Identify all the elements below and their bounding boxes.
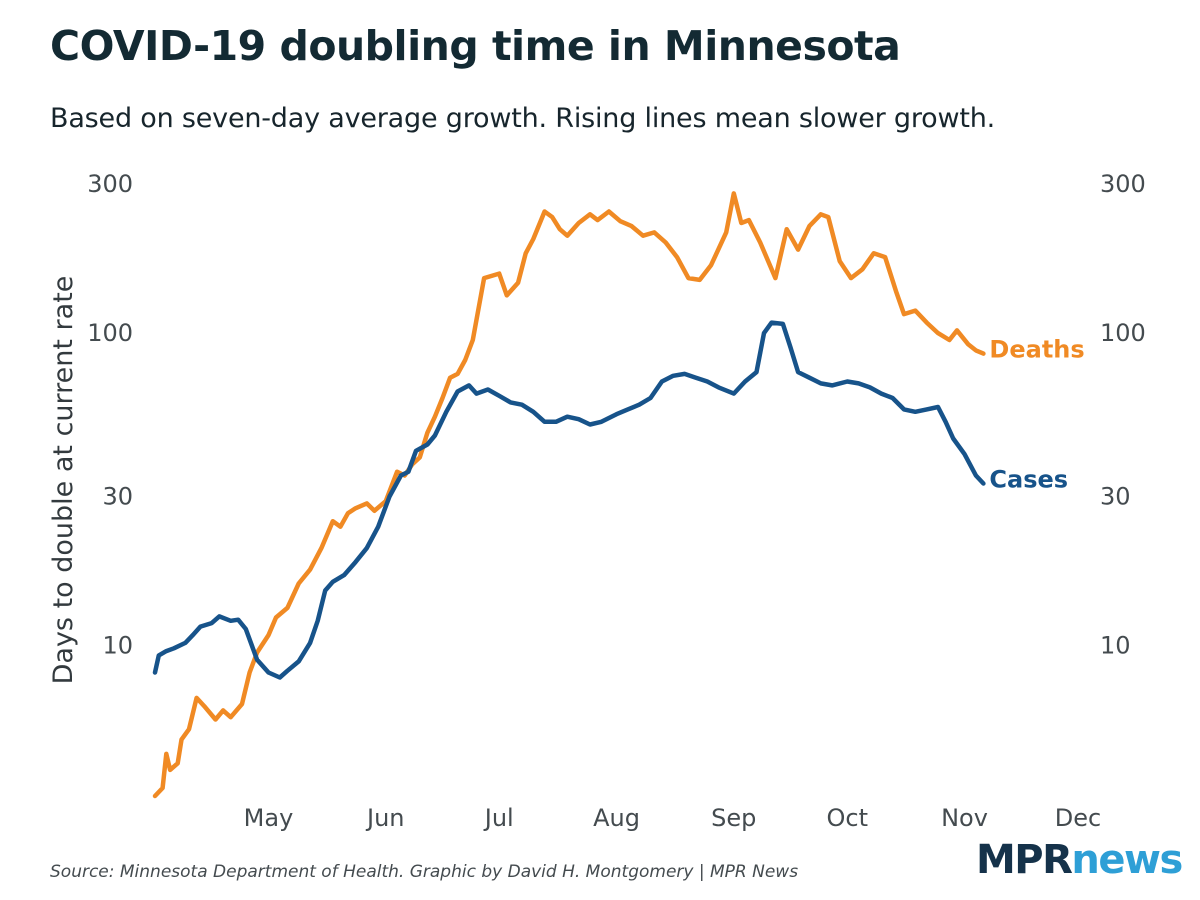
series-line-cases <box>152 320 986 680</box>
mpr-news-logo: MPRnews <box>976 837 1183 883</box>
y-axis-label: Days to double at current rate <box>48 276 79 685</box>
x-tick-label-aug: Aug <box>593 804 640 832</box>
x-tick-label-sep: Sep <box>711 804 756 832</box>
source-note: Source: Minnesota Department of Health. … <box>50 862 799 882</box>
y-tick-label-right-300: 300 <box>1100 170 1146 198</box>
y-tick-label-left-300: 300 <box>87 170 133 198</box>
x-tick-label-jun: Jun <box>365 804 405 832</box>
x-tick-label-oct: Oct <box>827 804 869 832</box>
y-tick-label-left-100: 100 <box>87 319 133 347</box>
x-tick-label-may: May <box>244 804 294 832</box>
y-tick-label-left-10: 10 <box>102 632 133 660</box>
series-line-deaths <box>152 191 986 799</box>
chart-title: COVID-19 doubling time in Minnesota <box>50 22 901 70</box>
logo-news-text: news <box>1071 837 1183 883</box>
y-tick-label-right-30: 30 <box>1100 482 1131 510</box>
logo-mpr-text: MPR <box>976 837 1073 883</box>
y-tick-label-right-100: 100 <box>1100 319 1146 347</box>
x-tick-label-jul: Jul <box>483 804 514 832</box>
x-tick-label-nov: Nov <box>941 804 988 832</box>
series-label-deaths: Deaths <box>989 336 1084 364</box>
x-tick-label-dec: Dec <box>1055 804 1101 832</box>
chart-subtitle: Based on seven-day average growth. Risin… <box>50 103 996 134</box>
series-label-cases: Cases <box>989 466 1068 494</box>
y-tick-label-left-30: 30 <box>102 482 133 510</box>
y-tick-label-right-10: 10 <box>1100 632 1131 660</box>
